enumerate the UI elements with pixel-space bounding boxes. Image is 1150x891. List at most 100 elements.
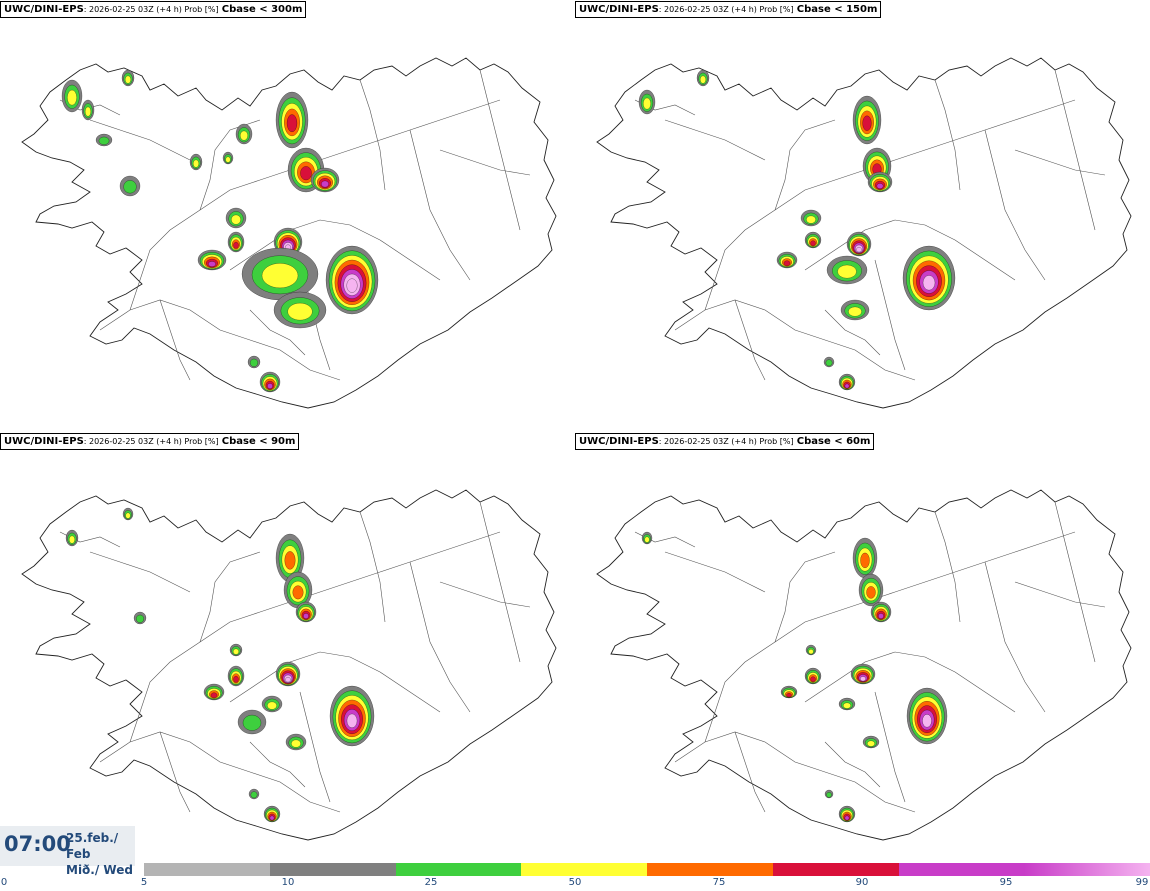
road-line — [674, 731, 916, 813]
iceland-map — [596, 489, 1132, 841]
road-line — [734, 731, 766, 813]
probability-contour — [783, 260, 791, 266]
road-line — [99, 731, 341, 813]
colorbar-tick-label: 90 — [855, 877, 869, 888]
road-line — [1054, 501, 1096, 663]
probability-contour — [922, 714, 932, 728]
probability-contour — [303, 613, 309, 619]
road-line — [674, 299, 916, 381]
road-line — [199, 551, 261, 643]
road-line — [874, 259, 906, 371]
probability-contour — [193, 159, 199, 168]
road-line — [824, 741, 881, 788]
probability-contour — [285, 677, 291, 683]
map-panel-60m: UWC/DINI-EPS: 2026-02-25 03Z (+4 h) Prob… — [575, 432, 1150, 864]
road-line — [804, 651, 1016, 713]
probability-contour — [267, 701, 277, 710]
probability-contour — [98, 136, 110, 145]
probability-contour — [225, 156, 231, 163]
probability-contour — [300, 166, 312, 181]
probability-contour — [786, 693, 792, 698]
probability-contour — [286, 114, 298, 133]
probability-contour — [67, 89, 77, 106]
probability-contour — [867, 740, 875, 747]
probability-contour — [208, 261, 216, 267]
valid-date: 25.feb./ Feb Mið./ Wed — [66, 830, 135, 878]
probability-contour — [826, 792, 832, 798]
iceland-map — [596, 57, 1132, 409]
probability-contour — [843, 702, 851, 709]
probability-contour — [233, 241, 239, 249]
colorbar-tick-label: 75 — [712, 877, 726, 888]
probability-contour — [866, 586, 876, 599]
probability-contour — [700, 75, 706, 84]
road-line — [1014, 149, 1106, 176]
colorbar-segment — [898, 863, 1025, 876]
road-line — [734, 299, 766, 381]
probability-contour — [250, 358, 258, 367]
map-panel-300m: UWC/DINI-EPS: 2026-02-25 03Z (+4 h) Prob… — [0, 0, 575, 432]
probability-contour — [123, 180, 137, 194]
probability-contour — [233, 648, 239, 655]
road-line — [99, 299, 341, 381]
probability-contour — [346, 713, 358, 728]
colorbar-segment — [144, 863, 271, 876]
colorbar-segment — [772, 863, 899, 876]
map-panel-90m: UWC/DINI-EPS: 2026-02-25 03Z (+4 h) Prob… — [0, 432, 575, 864]
road-line — [249, 741, 306, 788]
road-line — [359, 511, 386, 623]
probability-contour — [644, 536, 650, 543]
probability-contour — [233, 675, 239, 683]
colorbar-segment — [647, 863, 774, 876]
date-line-2: Mið./ Wed — [66, 863, 133, 877]
iceland-map — [21, 489, 557, 841]
probability-contour — [85, 106, 91, 117]
map-layer — [596, 57, 1132, 409]
probability-contour — [862, 115, 872, 131]
probability-contour — [810, 240, 816, 246]
probability-contour — [240, 130, 248, 141]
probability-contour — [837, 264, 857, 279]
probability-contour — [69, 535, 75, 544]
probability-contour — [287, 302, 313, 321]
colorbar-segment — [269, 863, 396, 876]
probability-colorbar — [144, 863, 1150, 876]
probability-contour — [346, 278, 358, 293]
road-line — [774, 551, 836, 643]
iceland-map — [21, 57, 557, 409]
road-line — [804, 219, 1016, 281]
road-line — [89, 551, 191, 593]
road-line — [984, 129, 1046, 281]
road-line — [409, 561, 471, 713]
road-line — [1054, 69, 1096, 231]
road-line — [664, 551, 766, 593]
probability-contour — [250, 791, 258, 799]
probability-contour — [269, 815, 275, 821]
road-line — [874, 691, 906, 803]
colorbar-tick-label: 95 — [999, 877, 1013, 888]
panel-title: UWC/DINI-EPS: 2026-02-25 03Z (+4 h) Prob… — [0, 433, 300, 450]
road-line — [479, 501, 521, 663]
probability-contour — [284, 551, 296, 570]
colorbar-segment — [1024, 863, 1150, 876]
road-line — [409, 129, 471, 281]
probability-contour — [242, 714, 262, 731]
probability-contour — [825, 359, 833, 367]
road-line — [984, 561, 1046, 713]
probability-contour — [321, 180, 329, 188]
colorbar-tick-label: 25 — [424, 877, 438, 888]
probability-contour — [878, 613, 884, 619]
road-line — [159, 299, 191, 381]
colorbar-tick-label: 50 — [568, 877, 582, 888]
probability-contour — [261, 263, 299, 289]
road-line — [774, 119, 836, 211]
road-line — [934, 511, 961, 623]
probability-contour — [860, 552, 870, 569]
probability-contour — [125, 75, 131, 84]
probability-contour — [876, 183, 884, 189]
road-line — [1014, 581, 1106, 608]
probability-contour — [848, 306, 862, 317]
map-panel-150m: UWC/DINI-EPS: 2026-02-25 03Z (+4 h) Prob… — [575, 0, 1150, 432]
road-line — [249, 309, 306, 356]
probability-contour — [922, 275, 936, 291]
